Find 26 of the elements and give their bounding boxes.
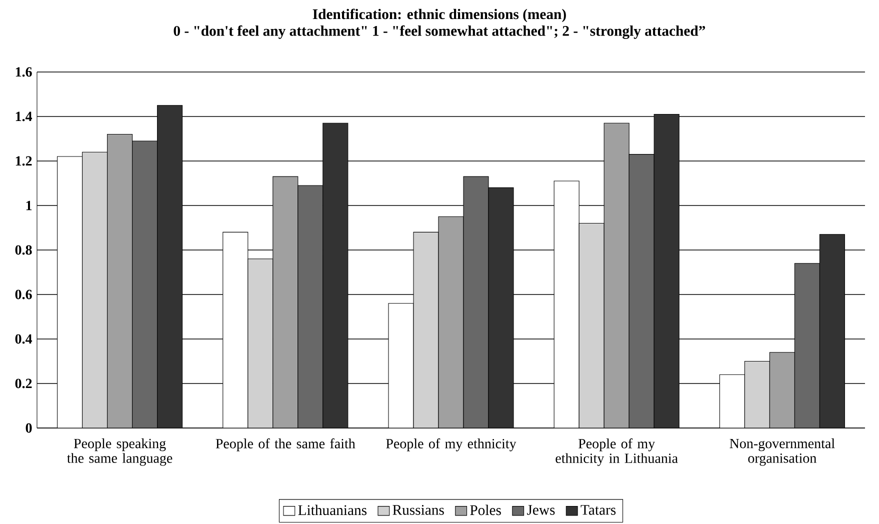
bar [107,134,132,428]
chart-title: Identification: ethnic dimensions (mean) [312,8,566,22]
bar [438,216,464,428]
x-tick-label: People of my ethnicity [386,438,516,452]
legend-label: Jews [527,505,555,515]
y-tick-label: 0.8 [15,245,32,255]
legend-label: Lithuanians [298,504,367,516]
x-tick-label: People speaking the same language [67,438,172,466]
bar [604,123,630,428]
y-tick-label: 1.4 [16,112,32,122]
chart-subtitle: 0 - "don't feel any attachment" 1 - "feel somewhat attached"; 2 - "strongly attached” [174,25,706,39]
y-tick-label: 0.6 [15,290,32,300]
y-tick-label: 1 [26,200,32,210]
y-tick-label: 1.6 [16,67,32,77]
bar [769,352,795,428]
legend-label: Russians [392,505,444,515]
legend-label: Tatars [580,505,616,515]
y-tick-label: 0.4 [15,334,32,344]
bar [272,176,298,428]
x-tick-label: Non-governmental organisation [730,438,835,466]
y-tick-label: 1.2 [16,156,32,166]
legend-label: Poles [470,504,501,516]
y-tick-label: 0.2 [15,378,32,388]
x-tick-label: People of the same faith [216,438,356,452]
x-tick-label: People of my ethnicity in Lithuania [556,438,678,466]
y-tick-label: 0 [26,423,32,433]
